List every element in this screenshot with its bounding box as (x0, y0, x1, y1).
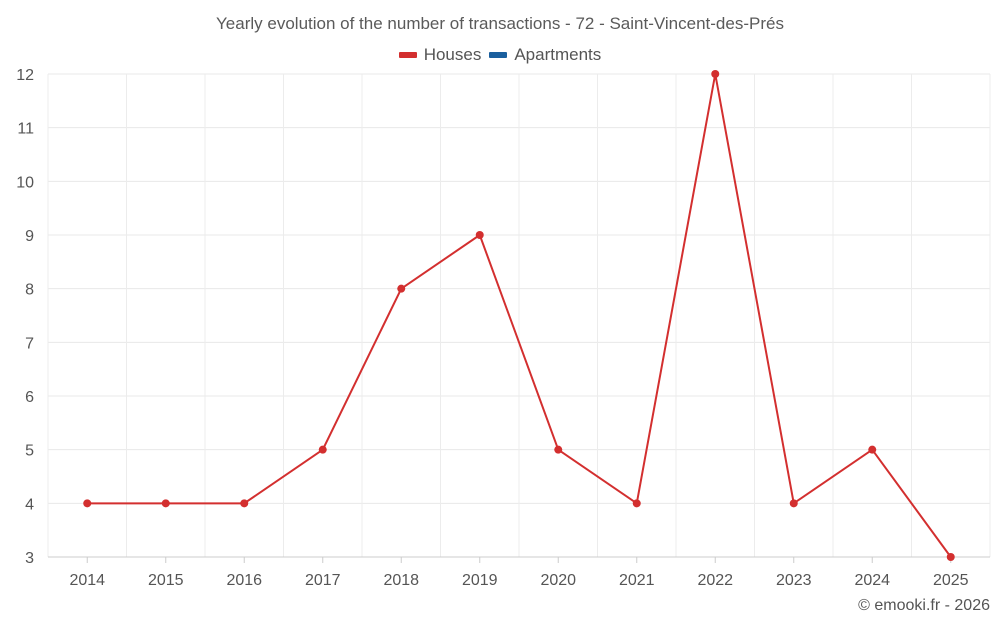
legend-label-apartments: Apartments (514, 45, 602, 64)
x-tick-label: 2023 (776, 572, 812, 589)
x-tick-label: 2016 (226, 572, 262, 589)
y-tick-label: 12 (16, 67, 34, 84)
y-tick-label: 4 (25, 496, 34, 513)
data-point-houses (397, 284, 406, 293)
y-tick-label: 6 (25, 389, 34, 406)
data-point-houses (946, 553, 955, 561)
legend-label-houses: Houses (423, 45, 482, 64)
y-tick-label: 11 (17, 121, 34, 138)
credit-text: © emooki.fr - 2026 (858, 597, 990, 614)
x-tick-label: 2017 (305, 572, 341, 589)
legend-swatch-houses (398, 52, 417, 58)
legend-item-apartments[interactable]: Apartments (489, 45, 601, 65)
data-point-houses (83, 499, 92, 508)
data-point-houses (240, 499, 249, 508)
x-tick-label: 2024 (854, 572, 890, 589)
y-tick-label: 10 (16, 174, 34, 191)
legend-item-houses[interactable]: Houses (398, 45, 482, 65)
data-point-houses (868, 445, 877, 454)
y-tick-label: 3 (25, 550, 34, 567)
data-point-houses (711, 70, 720, 78)
y-tick-label: 7 (25, 335, 34, 352)
y-tick-label: 9 (25, 228, 34, 245)
data-point-houses (554, 445, 563, 454)
x-tick-label: 2022 (697, 572, 733, 589)
x-tick-label: 2015 (148, 572, 184, 589)
data-point-houses (632, 499, 641, 508)
x-tick-label: 2025 (933, 572, 969, 589)
data-point-houses (475, 231, 484, 239)
x-tick-label: 2019 (462, 572, 498, 589)
y-tick-label: 8 (25, 282, 34, 299)
data-point-houses (161, 499, 170, 508)
legend: Houses Apartments (0, 45, 1000, 65)
chart-title: Yearly evolution of the number of transa… (216, 14, 784, 33)
x-tick-label: 2018 (383, 572, 419, 589)
x-tick-label: 2014 (69, 572, 105, 589)
y-tick-label: 5 (25, 443, 34, 460)
data-point-houses (789, 499, 798, 508)
series-line-houses (87, 73, 952, 558)
x-tick-label: 2021 (619, 572, 655, 589)
legend-swatch-apartments (489, 52, 508, 58)
x-tick-label: 2020 (540, 572, 576, 589)
data-point-houses (318, 445, 327, 454)
